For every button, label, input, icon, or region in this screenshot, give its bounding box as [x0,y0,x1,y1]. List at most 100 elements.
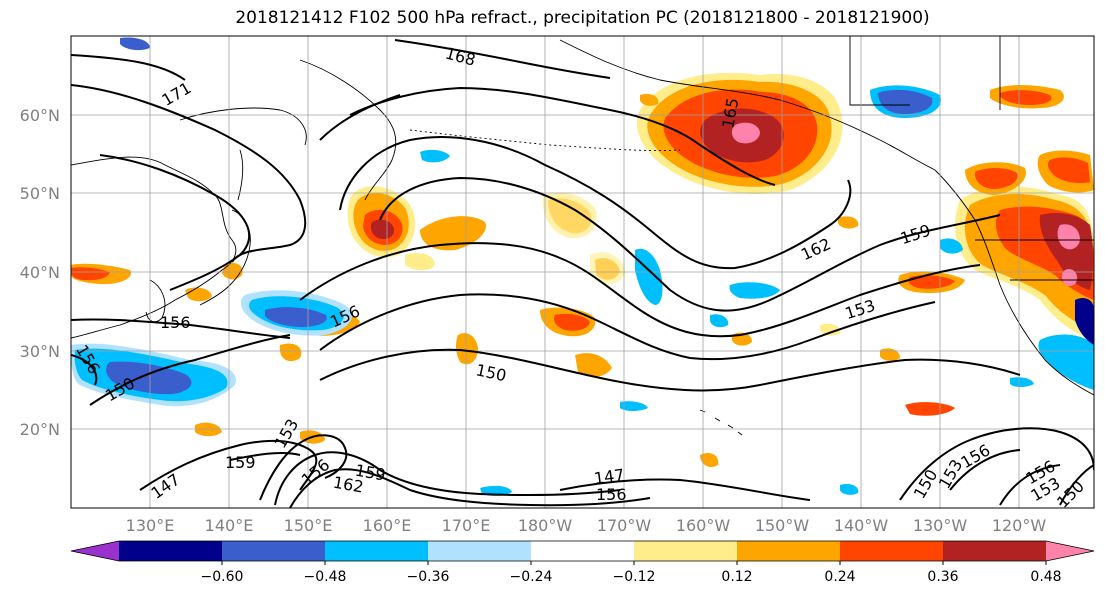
precip-neg-se [1010,377,1034,387]
map-border [70,35,1095,509]
lon-tick-label: 170°E [442,516,491,535]
colorbar-tick-label: 0.24 [824,569,855,585]
precip-canada-red [1047,157,1090,184]
contour-label: 159 [225,453,256,472]
latitude-labels: 60°N 50°N 40°N 30°N 20°N [20,106,60,439]
precip-mid-pac5 [700,453,719,467]
colorbar-segment [737,541,841,561]
contour-label: 147 [593,465,626,488]
contour-147b [559,478,811,501]
contour-lowlevels2 [274,451,621,506]
colorbar-arrow-high [1046,541,1094,561]
contour-150 [319,348,1021,392]
precip-hawaii-e [905,402,955,416]
coast-na-west [934,169,1094,396]
coast-alaska [559,39,936,171]
precip-pacific-140w-red [908,275,955,289]
lat-tick-label: 60°N [20,106,60,125]
colorbar-arrow-low [71,541,119,561]
precip-neg-east3 [710,314,729,328]
contour-153 [319,293,936,361]
contour-159b [379,176,1001,312]
contour-168 [394,39,611,79]
contour-156e [999,464,1061,506]
precip-neg-nw [120,37,150,51]
precip-neg-baja2 [1075,298,1094,345]
precip-neg-west-pac3 [106,361,192,395]
colorbar-tick-label: −0.12 [613,569,656,585]
colorbar-segment [428,541,532,561]
precip-hawaii-n [455,333,478,365]
colorbar-tick-label: −0.48 [304,569,347,585]
contour-171 [71,54,186,81]
precip-mid-pac [279,343,302,362]
precip-japan-east-yellow [405,253,435,271]
precip-neg-japan3 [265,307,327,327]
contour-159s [229,451,301,461]
coast-kamchatka [299,59,397,201]
precip-central-pac2-red [554,313,590,331]
lon-tick-label: 160°E [363,516,412,535]
colorbar-segment [840,541,944,561]
colorbar-segment [943,541,1047,561]
precip-ec-3 [838,216,859,229]
contour-147 [139,439,318,491]
precip-bc-coast-red [974,167,1018,189]
precip-china-west-red [71,267,110,281]
colorbar-segment [119,541,223,561]
lon-tick-label: 170°W [597,516,652,535]
colorbar-tick-label: −0.24 [510,569,553,585]
colorbar-tick-label: −0.60 [201,569,244,585]
contour-165b [319,94,401,141]
colorbar-outline [70,540,1095,562]
contour-156-w [71,354,98,386]
precip-neg-east2 [729,282,780,299]
precip-neg-se3 [840,483,859,495]
precip-bc-red [1000,90,1052,105]
coast-state-lines [975,36,1094,281]
precip-east-pac-yellow [590,252,626,285]
lon-tick-label: 130°W [913,516,968,535]
precip-pnw-dark [1039,213,1093,290]
coast-okhotsk [179,107,307,146]
precip-neg-center [420,149,450,163]
contour-150-w [89,334,291,406]
coast-asia [71,156,237,339]
lon-tick-label: 140°W [834,516,889,535]
precip-japan-east [420,216,486,251]
colorbar-tick-label: 0.12 [721,569,752,585]
precip-kamchatka-dark [370,219,395,239]
contour-153e [949,449,1021,491]
precip-neg-ne-pac2 [878,89,933,114]
lon-tick-label: 140°E [205,516,254,535]
lon-tick-label: 150°W [755,516,810,535]
contour-150ee [1059,464,1094,506]
precip-sea-japan [222,263,243,280]
precip-hawaii-e2 [880,348,900,361]
lon-tick-label: 130°E [126,516,175,535]
colorbar-tick-label: −0.36 [407,569,450,585]
coast-hawaii [699,409,743,436]
colorbar-segment [325,541,429,561]
colorbar: −0.60 −0.48 −0.36 −0.24 −0.12 0.12 0.24 0.36 0.4… [70,540,1095,585]
coast-na-border [849,36,910,106]
contour-lowlevels3 [289,468,651,508]
contour-156a [71,318,291,339]
lon-tick-label: 120°W [992,516,1047,535]
contour-159 [99,154,251,291]
precip-pnw-pink [1057,224,1080,250]
colorbar-segment [222,541,326,561]
contour-165 [349,86,776,186]
lat-tick-label: 50°N [20,184,60,203]
lon-tick-label: 160°W [676,516,731,535]
colorbar-segment [634,541,738,561]
contour-162 [339,136,852,270]
refractivity-contours [71,39,1094,508]
lat-tick-label: 20°N [20,420,60,439]
contour-168b [71,84,307,263]
precip-central-pac1y [542,192,597,239]
colorbar-tick-label: 0.48 [1030,569,1061,585]
precip-alaska-pink [731,122,760,144]
contour-lowlevels [259,434,348,501]
